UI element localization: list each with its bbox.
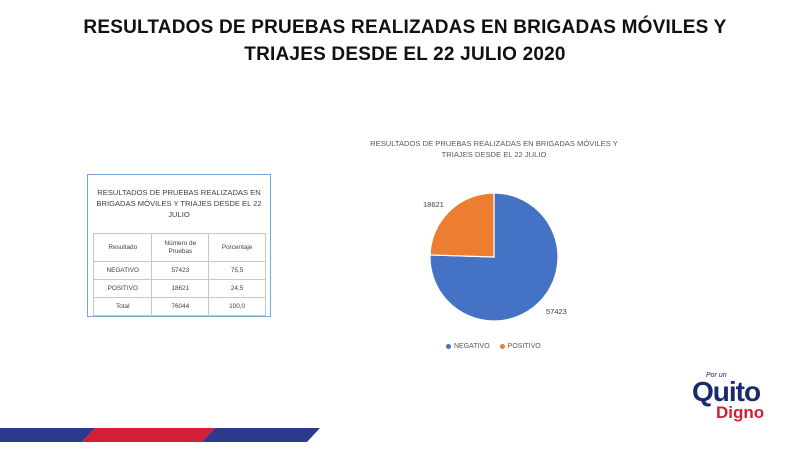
bottom-stripe	[0, 428, 320, 442]
logo-digno: Digno	[716, 403, 765, 422]
pie-data-label-negativo: 57423	[546, 307, 567, 316]
pie-slice-positivo	[429, 192, 495, 258]
results-table-box: RESULTADOS DE PRUEBAS REALIZADAS EN BRIG…	[87, 174, 271, 317]
legend-item-positivo: POSITIVO	[499, 343, 541, 350]
legend-swatch-negativo	[446, 344, 451, 349]
legend-label-positivo: POSITIVO	[507, 343, 541, 350]
quito-digno-logo: Por un Quito Digno	[690, 372, 780, 426]
legend-label-negativo: NEGATIVO	[454, 343, 490, 350]
legend-item-negativo: NEGATIVO	[446, 343, 490, 350]
stripe-red-segment	[82, 428, 215, 442]
slide-title-line-2: TRIAJES DESDE EL 22 JULIO 2020	[244, 44, 566, 65]
legend-swatch-positivo	[499, 344, 505, 349]
table-caption-line-1: RESULTADOS DE PRUEBAS REALIZADAS EN	[97, 188, 261, 197]
table-row: Total 76044 100,0	[92, 297, 266, 316]
cell-porcentaje: 100,0	[208, 297, 266, 316]
table-caption-line-2: BRIGADAS MÓVILES Y TRIAJES DESDE EL 22	[96, 199, 262, 208]
header-numero-line-1: Número de	[164, 239, 197, 247]
slide-title: RESULTADOS DE PRUEBAS REALIZADAS EN BRIG…	[60, 14, 750, 68]
logo-por-un: Por un	[706, 372, 727, 379]
results-table: Resultado Número de Pruebas Porcentaje N…	[92, 233, 266, 316]
table-row: NEGATIVO 57423 75,5	[92, 261, 266, 280]
chart-title-line-2: TRIAJES DESDE EL 22 JULIO	[441, 150, 547, 159]
table-caption-line-3: JULIO	[168, 210, 190, 219]
table-caption: RESULTADOS DE PRUEBAS REALIZADAS EN BRIG…	[92, 187, 266, 220]
cell-resultado: Total	[92, 297, 153, 316]
chart-legend: NEGATIVO POSITIVO	[446, 343, 541, 350]
stripe-blue-segment	[0, 428, 95, 442]
chart-title: RESULTADOS DE PRUEBAS REALIZADAS EN BRIG…	[360, 138, 628, 160]
logo-quito: Quito	[692, 376, 761, 407]
table-row: POSITIVO 18621 24,5	[92, 279, 266, 298]
stripe-blue-segment	[202, 428, 320, 442]
slide-title-line-1: RESULTADOS DE PRUEBAS REALIZADAS EN BRIG…	[83, 17, 727, 38]
pie-data-label-positivo: 18621	[423, 200, 444, 209]
header-numero-line-2: Pruebas	[168, 247, 193, 255]
chart-title-line-1: RESULTADOS DE PRUEBAS REALIZADAS EN BRIG…	[370, 139, 618, 148]
